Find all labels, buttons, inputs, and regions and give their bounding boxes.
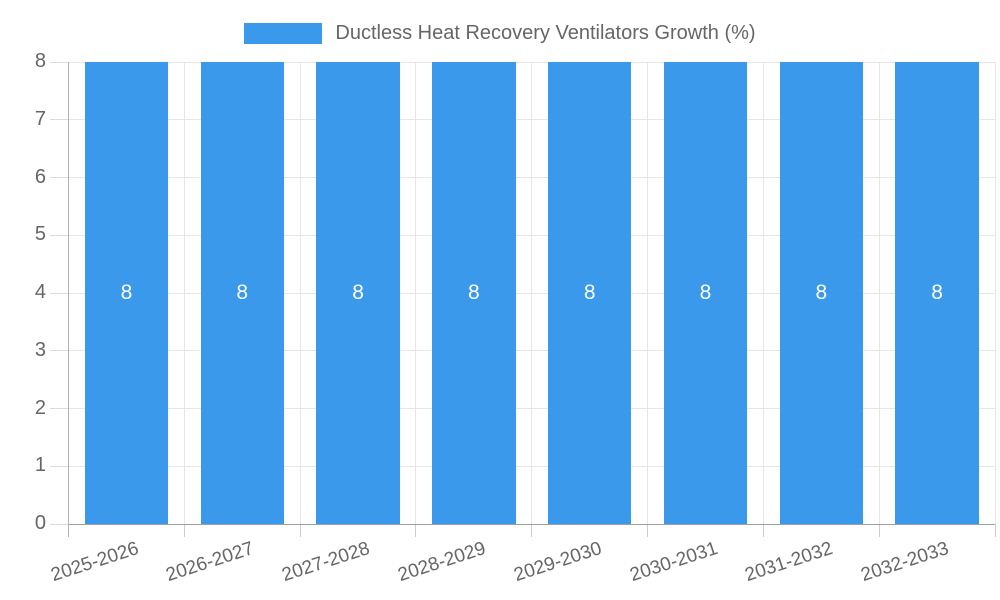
y-axis-tick-label: 5 — [34, 223, 46, 246]
y-axis-line — [68, 62, 69, 537]
bar-value-label: 8 — [583, 281, 596, 304]
x-gridline — [415, 62, 417, 524]
x-axis-line — [68, 523, 995, 525]
y-tick-mark — [50, 408, 69, 409]
x-tick-mark — [994, 524, 996, 537]
y-tick-mark — [50, 61, 69, 63]
bar[interactable] — [84, 62, 169, 524]
legend-label: Ductless Heat Recovery Ventilators Growt… — [335, 22, 756, 44]
bar-value-label: 8 — [468, 281, 480, 304]
x-axis-tick-label: 2029-2030 — [511, 538, 605, 587]
x-tick-mark — [762, 524, 764, 537]
y-axis-tick-label: 7 — [34, 107, 46, 130]
x-tick-mark — [531, 524, 533, 537]
legend-swatch — [244, 23, 323, 44]
x-axis-tick-label: 2025-2026 — [47, 538, 141, 587]
y-tick-mark — [50, 119, 69, 121]
y-tick-mark — [50, 350, 69, 352]
bar-value-label: 8 — [931, 281, 943, 304]
x-gridline — [994, 62, 996, 524]
y-axis-tick-label: 3 — [34, 338, 46, 361]
x-gridline — [531, 62, 533, 524]
x-tick-mark — [299, 524, 301, 537]
bar[interactable] — [316, 62, 400, 524]
bar[interactable] — [432, 62, 516, 524]
bar-value-label: 8 — [352, 281, 364, 304]
x-tick-mark — [415, 524, 417, 537]
y-axis-tick-label: 8 — [34, 50, 46, 73]
y-tick-mark — [50, 292, 69, 294]
bar[interactable] — [779, 62, 863, 524]
x-gridline — [299, 62, 301, 524]
x-tick-mark — [647, 524, 649, 537]
y-tick-mark — [50, 177, 69, 178]
x-axis-tick-label: 2027-2028 — [279, 538, 373, 587]
x-axis-tick-label: 2031-2032 — [742, 538, 836, 587]
bar-value-label: 8 — [236, 281, 249, 304]
y-tick-mark — [50, 465, 69, 467]
y-axis-tick-label: 1 — [34, 454, 46, 477]
bar[interactable] — [200, 62, 284, 524]
bar[interactable] — [663, 62, 748, 524]
y-axis-tick-label: 2 — [34, 396, 46, 419]
bar-value-label: 8 — [699, 281, 712, 304]
x-tick-mark — [878, 524, 880, 537]
y-axis-tick-label: 4 — [34, 281, 46, 304]
x-tick-mark — [183, 524, 185, 537]
x-axis-tick-label: 2028-2029 — [395, 538, 489, 587]
bar-value-label: 8 — [120, 281, 133, 304]
x-gridline — [762, 62, 764, 524]
x-gridline — [183, 62, 185, 524]
y-axis-tick-label: 6 — [34, 165, 46, 188]
x-gridline — [878, 62, 880, 524]
bar[interactable] — [547, 62, 632, 524]
y-tick-mark — [50, 234, 69, 236]
x-axis-tick-label: 2026-2027 — [163, 538, 257, 587]
bar-value-label: 8 — [815, 281, 828, 304]
y-axis-tick-label: 0 — [34, 512, 46, 535]
x-axis-tick-label: 2030-2031 — [627, 538, 720, 587]
y-tick-mark — [50, 523, 69, 525]
x-gridline — [647, 62, 649, 524]
x-axis-tick-label: 2032-2033 — [858, 538, 952, 587]
chart-legend[interactable]: Ductless Heat Recovery Ventilators Growt… — [0, 22, 1000, 45]
bar[interactable] — [895, 62, 979, 524]
